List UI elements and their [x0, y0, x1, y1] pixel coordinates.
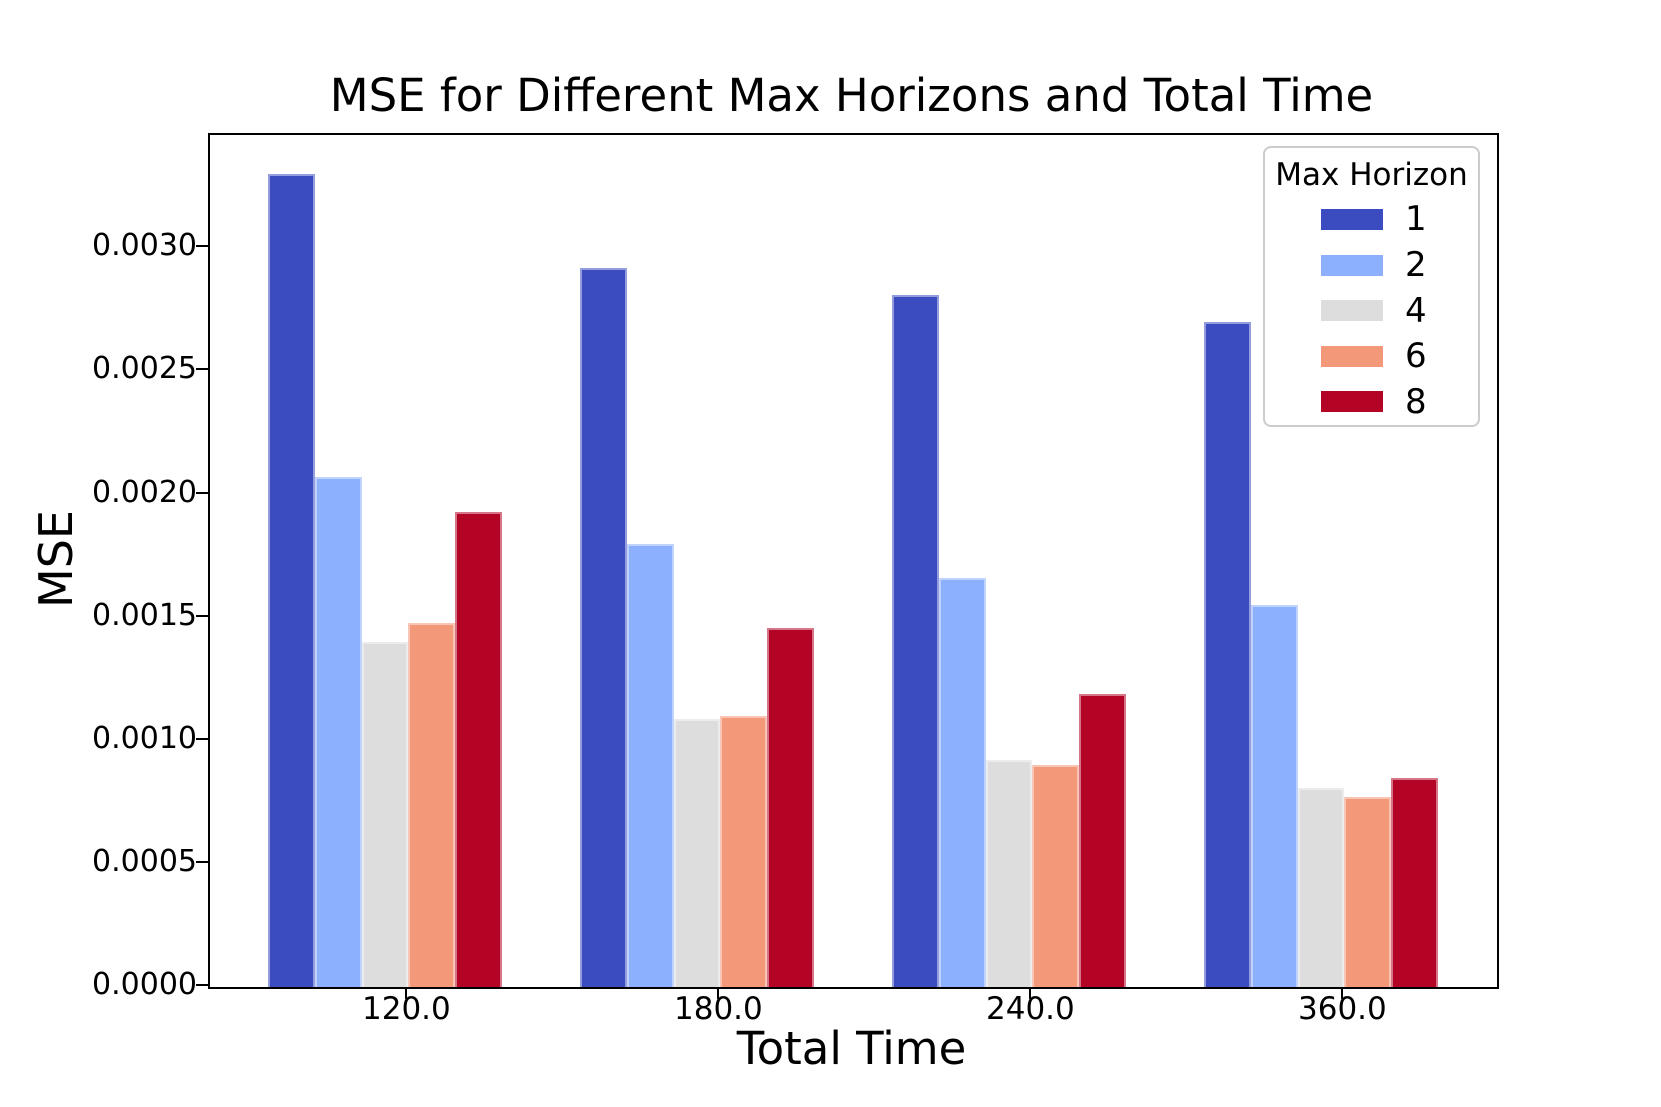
x-tick-mark — [1029, 987, 1032, 999]
bar-horizon-2-time-360.0 — [1250, 605, 1298, 987]
y-tick-mark — [196, 368, 208, 371]
legend-swatch-1 — [1321, 208, 1383, 230]
bar-horizon-1-time-120.0 — [268, 174, 315, 987]
bar-horizon-4-time-240.0 — [985, 760, 1033, 987]
bar-horizon-8-time-360.0 — [1391, 777, 1438, 987]
y-tick-mark — [196, 737, 208, 740]
bar-horizon-2-time-240.0 — [938, 578, 986, 987]
x-tick-mark — [717, 987, 720, 999]
y-tick-mark — [196, 491, 208, 494]
y-tick-label: 0.0000 — [92, 967, 197, 1002]
bar-horizon-4-time-120.0 — [361, 642, 409, 987]
x-tick-label: 180.0 — [674, 991, 763, 1027]
legend-title: Max Horizon — [1275, 157, 1468, 193]
bar-horizon-6-time-360.0 — [1344, 797, 1392, 987]
bar-horizon-8-time-180.0 — [767, 627, 814, 987]
x-tick-label: 360.0 — [1298, 991, 1387, 1027]
y-tick-label: 0.0030 — [92, 228, 197, 264]
y-tick-label: 0.0005 — [92, 843, 197, 879]
legend: Max Horizon 1 2 4 6 8 — [1263, 146, 1480, 427]
y-axis-label: MSE — [29, 510, 83, 608]
x-axis-label: Total Time — [736, 1022, 967, 1075]
bar-horizon-6-time-180.0 — [720, 716, 768, 987]
y-tick-label: 0.0015 — [92, 597, 197, 633]
y-tick-mark — [196, 984, 208, 986]
chart-title: MSE for Different Max Horizons and Total… — [329, 69, 1374, 122]
legend-label-1: 1 — [1405, 199, 1427, 239]
bar-horizon-6-time-240.0 — [1032, 765, 1080, 987]
y-tick-label: 0.0025 — [92, 351, 197, 387]
bar-horizon-8-time-240.0 — [1079, 693, 1126, 987]
bar-horizon-8-time-120.0 — [455, 511, 502, 987]
legend-label-8: 8 — [1405, 381, 1427, 422]
legend-swatch-4 — [1321, 300, 1383, 321]
bar-horizon-4-time-180.0 — [673, 718, 721, 987]
y-tick-label: 0.0010 — [92, 720, 197, 756]
legend-swatch-8 — [1321, 391, 1383, 412]
bar-horizon-1-time-240.0 — [892, 295, 939, 987]
legend-label-4: 4 — [1405, 290, 1427, 331]
bar-horizon-2-time-180.0 — [626, 543, 674, 987]
y-tick-mark — [196, 860, 208, 863]
x-tick-mark — [405, 987, 408, 999]
bar-horizon-2-time-120.0 — [314, 477, 362, 987]
legend-label-6: 6 — [1405, 336, 1427, 376]
bar-horizon-6-time-120.0 — [408, 622, 456, 987]
legend-swatch-6 — [1321, 345, 1383, 367]
legend-swatch-2 — [1321, 254, 1383, 276]
y-tick-mark — [196, 614, 208, 617]
y-tick-mark — [196, 245, 208, 248]
bar-horizon-1-time-360.0 — [1204, 322, 1251, 987]
bar-horizon-1-time-180.0 — [580, 267, 627, 987]
legend-label-2: 2 — [1405, 245, 1427, 285]
y-tick-label: 0.0020 — [92, 474, 197, 510]
x-tick-mark — [1341, 987, 1344, 999]
x-tick-label: 120.0 — [362, 991, 451, 1027]
x-tick-label: 240.0 — [986, 991, 1075, 1027]
bar-horizon-4-time-360.0 — [1297, 787, 1345, 987]
